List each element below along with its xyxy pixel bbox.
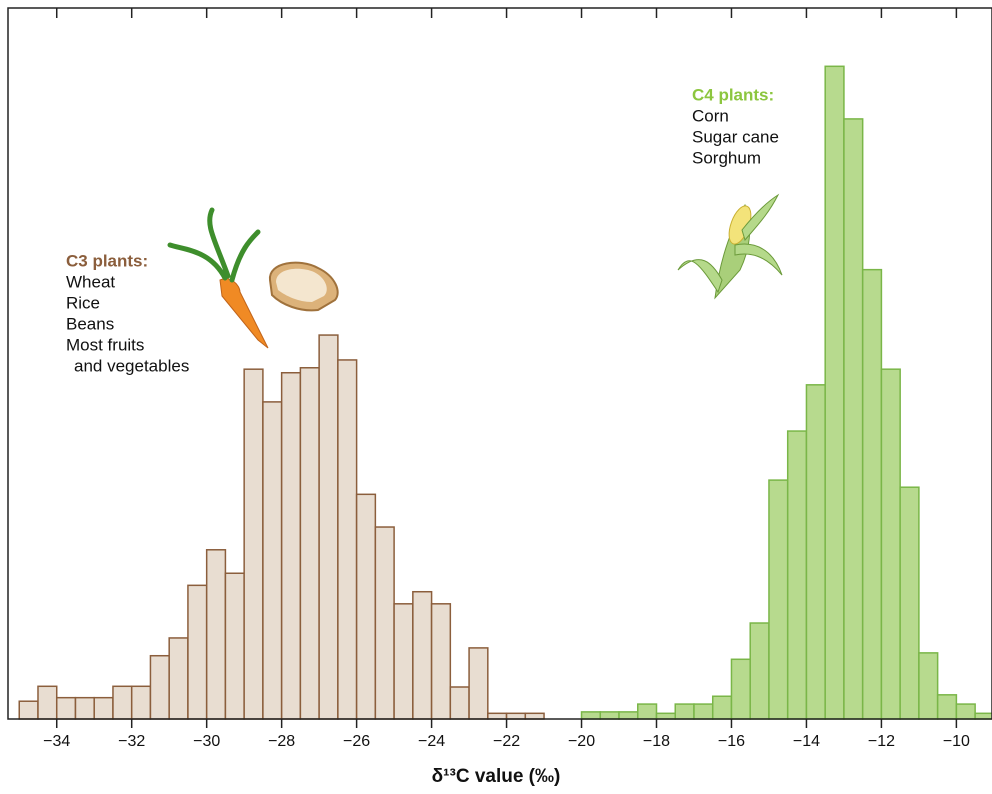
- x-tick-label: −22: [493, 733, 520, 750]
- bar: [618, 711, 639, 720]
- bar: [205, 549, 227, 720]
- annotation-text: Beans: [66, 314, 114, 333]
- bar: [880, 368, 901, 720]
- annotation-text: Sorghum: [692, 148, 761, 167]
- x-tick-label: −30: [193, 733, 220, 750]
- bar: [974, 712, 992, 720]
- bar: [355, 493, 377, 720]
- bar: [786, 430, 808, 720]
- bar: [168, 637, 189, 720]
- x-tick-label: −26: [343, 733, 370, 750]
- bar: [55, 696, 77, 720]
- x-tick-label: −12: [868, 733, 895, 750]
- bar: [337, 359, 358, 720]
- bar: [262, 401, 283, 720]
- x-tick-label: −14: [793, 733, 820, 750]
- annotation-text: and vegetables: [74, 356, 189, 375]
- bar: [711, 695, 733, 720]
- bar: [468, 647, 489, 720]
- bar: [318, 334, 339, 720]
- annotation-text: Corn: [692, 106, 729, 125]
- annotation-title: C4 plants:: [692, 85, 774, 104]
- bar: [936, 694, 958, 720]
- bar: [749, 622, 770, 720]
- bar: [768, 479, 789, 720]
- bar: [693, 703, 714, 720]
- annotation-title: C3 plants:: [66, 251, 148, 270]
- annotation-text: Wheat: [66, 272, 115, 291]
- bar: [824, 65, 845, 720]
- x-tick-label: −20: [568, 733, 595, 750]
- plot-frame: [7, 7, 992, 720]
- bar: [918, 652, 939, 720]
- bar: [112, 685, 133, 720]
- bar: [243, 368, 264, 720]
- x-tick-label: −10: [943, 733, 970, 750]
- bar: [861, 268, 883, 720]
- bar: [412, 590, 433, 720]
- x-tick-label: −34: [43, 733, 70, 750]
- bar: [955, 703, 976, 720]
- bar: [655, 712, 676, 720]
- bar: [430, 603, 452, 720]
- bar: [187, 584, 208, 720]
- x-tick-label: −18: [643, 733, 670, 750]
- bar: [599, 711, 620, 720]
- corn-icon: [677, 193, 783, 300]
- bar: [674, 703, 695, 720]
- c3-annotation: C3 plants: Wheat Rice Beans Most fruits …: [66, 251, 189, 375]
- bread-icon: [268, 261, 339, 312]
- annotation-text: Rice: [66, 293, 100, 312]
- bar: [487, 712, 508, 720]
- annotation-text: Most fruits: [66, 335, 144, 354]
- bar: [374, 526, 395, 720]
- bar: [843, 118, 864, 720]
- x-tick-label: −24: [418, 733, 445, 750]
- bar: [524, 712, 545, 720]
- bar: [299, 367, 320, 720]
- bar: [730, 658, 751, 720]
- bar: [393, 603, 414, 720]
- carrot-icon: [167, 207, 269, 349]
- x-tick-label: −16: [718, 733, 745, 750]
- c4-annotation: C4 plants: Corn Sugar cane Sorghum: [692, 85, 779, 167]
- bar: [580, 711, 602, 720]
- bar: [899, 486, 920, 720]
- bar: [449, 686, 470, 720]
- bar: [18, 700, 39, 720]
- annotation-text: Sugar cane: [692, 127, 779, 146]
- x-axis-label: δ¹³C value (‰): [432, 766, 561, 787]
- bar: [637, 703, 658, 720]
- bar: [805, 384, 826, 720]
- bar: [74, 696, 95, 720]
- bar: [505, 712, 527, 720]
- bar: [149, 654, 170, 720]
- bar: [93, 696, 114, 720]
- bar: [224, 572, 245, 720]
- x-tick-label: −28: [268, 733, 295, 750]
- bar: [280, 371, 302, 720]
- x-tick-label: −32: [118, 733, 145, 750]
- bar: [37, 685, 58, 720]
- bar: [130, 685, 152, 720]
- plot-area: [18, 65, 992, 720]
